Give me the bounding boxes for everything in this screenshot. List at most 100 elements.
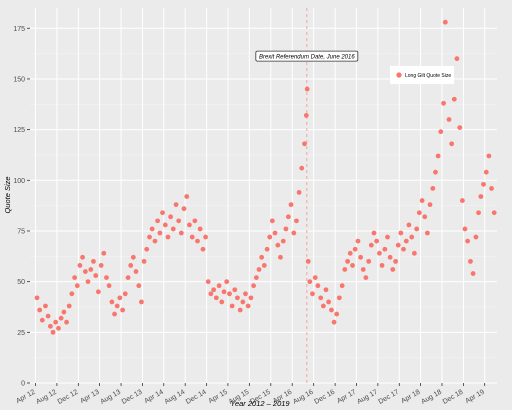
data-point	[424, 230, 430, 236]
data-point	[47, 323, 53, 329]
data-point	[296, 190, 302, 195]
data-point	[53, 319, 59, 325]
data-point	[481, 181, 486, 187]
data-point	[213, 295, 219, 301]
y-tick-label: 100	[13, 178, 25, 185]
data-point	[483, 169, 489, 175]
legend-label: Long Gilt Quote Size	[405, 73, 451, 79]
y-axis-ticks: 0 25 50 75 100 125 150 175	[13, 26, 30, 388]
data-point	[168, 214, 174, 220]
data-point	[334, 311, 340, 317]
data-point	[176, 218, 182, 224]
data-point	[288, 202, 294, 208]
data-point	[275, 242, 281, 248]
data-point	[208, 291, 214, 297]
data-point	[303, 113, 309, 118]
data-point	[77, 263, 83, 268]
data-point	[419, 198, 425, 203]
data-point	[221, 289, 227, 295]
data-point	[393, 258, 398, 264]
data-point	[155, 218, 161, 224]
data-point	[157, 230, 163, 236]
data-point	[320, 303, 326, 309]
data-point	[144, 246, 150, 252]
data-point	[227, 291, 232, 297]
x-axis-title: Year 2012 – 2019	[230, 399, 290, 408]
data-point	[310, 291, 315, 297]
data-point	[229, 303, 235, 309]
data-point	[272, 230, 278, 236]
data-point	[395, 242, 401, 248]
data-point	[91, 258, 96, 264]
data-point	[326, 299, 332, 305]
data-point	[224, 279, 230, 285]
data-point	[259, 254, 265, 260]
data-point	[307, 279, 313, 285]
data-point	[269, 218, 275, 224]
data-point	[170, 226, 176, 232]
data-point	[422, 214, 428, 220]
data-point	[178, 230, 184, 236]
data-point	[379, 263, 385, 268]
data-point	[468, 258, 473, 264]
data-point	[152, 238, 158, 244]
data-point	[184, 194, 190, 199]
data-point	[454, 56, 460, 62]
data-point	[315, 283, 321, 289]
y-tick-label: 75	[17, 228, 25, 235]
data-point	[291, 230, 297, 236]
data-point	[486, 153, 492, 159]
data-point	[39, 317, 45, 323]
data-point	[203, 234, 208, 240]
data-point	[345, 258, 351, 264]
data-point	[476, 210, 481, 216]
data-point	[390, 267, 396, 272]
data-point	[366, 258, 372, 264]
legend: Long Gilt Quote Size	[390, 66, 454, 84]
data-point	[253, 275, 259, 280]
data-point	[398, 230, 404, 236]
data-point	[350, 263, 355, 268]
data-point	[368, 242, 374, 248]
data-point	[117, 295, 123, 301]
data-point	[43, 303, 48, 309]
data-point	[205, 279, 211, 285]
data-point	[329, 307, 334, 313]
data-point	[149, 226, 155, 232]
data-point	[130, 254, 136, 260]
data-point	[449, 141, 455, 147]
y-tick-label: 0	[21, 381, 25, 388]
legend-swatch	[396, 72, 402, 78]
data-point	[93, 273, 99, 278]
data-point	[58, 315, 64, 321]
data-point	[69, 291, 75, 297]
legend-box	[390, 66, 454, 84]
data-point	[237, 307, 243, 313]
data-point	[427, 202, 433, 208]
data-point	[261, 263, 267, 268]
data-point	[114, 303, 120, 309]
data-point	[416, 210, 422, 216]
data-point	[304, 86, 310, 92]
data-point	[85, 279, 91, 285]
data-point	[385, 234, 390, 240]
data-point	[216, 283, 222, 289]
data-point	[435, 153, 441, 159]
data-point	[430, 186, 436, 191]
data-point	[457, 125, 463, 130]
data-point	[192, 218, 198, 224]
data-point	[414, 226, 420, 232]
data-point	[371, 230, 377, 236]
annotation-text: Brexit Referendum Date, June 2016	[259, 55, 355, 61]
y-tick-label: 175	[13, 26, 25, 33]
data-point	[82, 269, 88, 274]
data-point	[459, 198, 465, 203]
data-point	[122, 291, 128, 297]
data-point	[219, 299, 225, 305]
data-point	[101, 250, 107, 256]
data-point	[120, 307, 126, 313]
data-points	[34, 19, 497, 335]
data-point	[491, 210, 497, 216]
data-point	[45, 313, 51, 319]
